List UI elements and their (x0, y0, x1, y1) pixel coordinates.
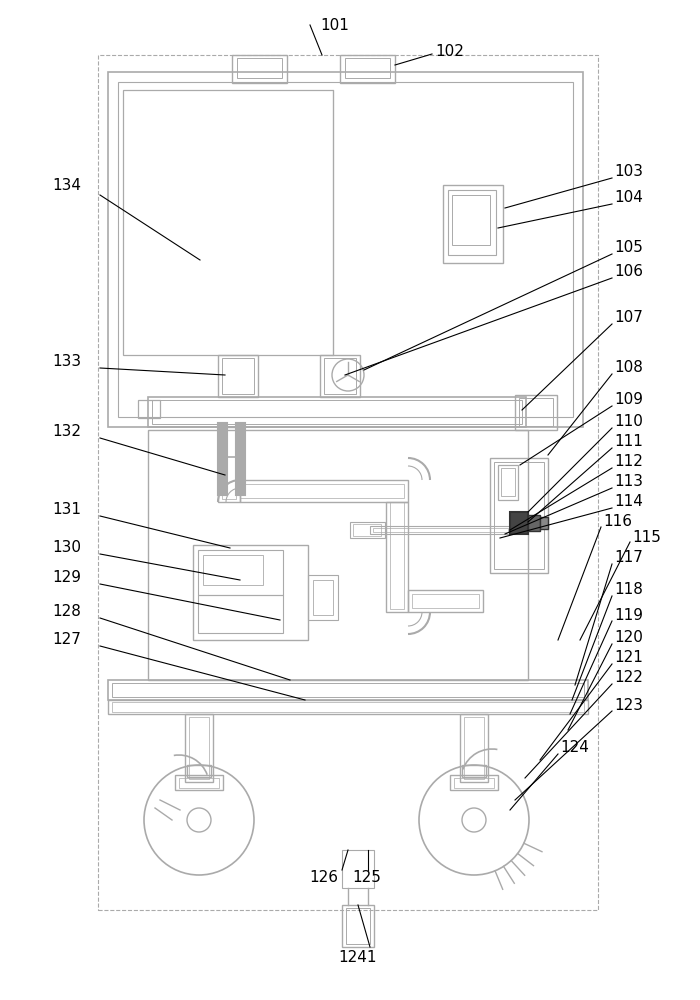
Text: 120: 120 (614, 631, 643, 646)
Text: 103: 103 (614, 164, 643, 180)
Bar (448, 190, 496, 255)
Text: 114: 114 (614, 494, 643, 510)
Bar (108, 700, 588, 714)
Bar (112, 683, 584, 697)
Text: 115: 115 (632, 530, 661, 546)
Bar (515, 395, 557, 430)
Text: 128: 128 (52, 604, 81, 619)
Bar (193, 545, 308, 640)
Text: 133: 133 (52, 355, 81, 369)
Text: 125: 125 (352, 870, 381, 886)
Bar (519, 398, 553, 426)
Bar (152, 400, 522, 424)
Bar (218, 355, 258, 397)
Text: 119: 119 (614, 607, 643, 622)
Text: 102: 102 (435, 44, 464, 60)
Text: 107: 107 (614, 310, 643, 326)
Bar (450, 775, 498, 790)
Text: 116: 116 (603, 514, 632, 530)
Text: 121: 121 (614, 650, 643, 666)
Bar (203, 555, 263, 585)
Bar (510, 512, 528, 534)
Text: 129: 129 (52, 570, 81, 585)
Bar (462, 765, 486, 777)
Text: 127: 127 (52, 633, 81, 648)
Bar (198, 595, 283, 633)
Bar (452, 195, 490, 245)
Bar (118, 82, 573, 417)
Text: 122: 122 (614, 670, 643, 686)
Bar (198, 550, 283, 595)
Bar (240, 480, 408, 502)
Bar (460, 714, 488, 782)
Bar (540, 517, 548, 529)
Bar (464, 717, 484, 779)
Bar (237, 58, 282, 78)
Text: 110: 110 (614, 414, 643, 430)
Bar (373, 528, 508, 532)
Bar (175, 775, 223, 790)
Bar (386, 502, 408, 612)
Bar (112, 702, 584, 712)
Bar (240, 484, 404, 498)
Bar (454, 778, 494, 788)
Bar (501, 468, 515, 496)
Bar (98, 55, 598, 910)
Bar (148, 397, 526, 427)
Bar (346, 908, 370, 944)
Text: 109: 109 (614, 392, 643, 408)
Bar (179, 778, 219, 788)
Text: 112: 112 (614, 454, 643, 470)
Text: 111: 111 (614, 434, 643, 450)
Text: 104: 104 (614, 190, 643, 206)
Bar (408, 590, 483, 612)
Bar (222, 358, 254, 394)
Bar (494, 462, 544, 569)
Bar (320, 355, 360, 397)
Text: 123: 123 (614, 698, 643, 712)
Bar (390, 502, 404, 609)
Bar (187, 765, 211, 777)
Bar (218, 427, 240, 502)
Bar (353, 524, 381, 536)
Text: 108: 108 (614, 360, 643, 375)
Text: 124: 124 (560, 740, 589, 756)
Text: 113: 113 (614, 475, 643, 489)
Text: 1241: 1241 (339, 950, 377, 966)
Text: 101: 101 (321, 17, 349, 32)
Text: 106: 106 (614, 264, 643, 279)
Bar (222, 427, 236, 499)
Bar (138, 400, 160, 418)
Bar (108, 72, 583, 427)
Bar (108, 680, 588, 700)
Bar (528, 515, 540, 531)
Bar (189, 717, 209, 779)
Bar (342, 850, 374, 888)
Text: 117: 117 (614, 550, 643, 566)
Bar (342, 905, 374, 947)
Bar (443, 185, 503, 263)
Bar (123, 90, 333, 355)
Bar (490, 458, 548, 573)
Bar (370, 526, 510, 534)
Text: 105: 105 (614, 240, 643, 255)
Bar (498, 465, 518, 500)
Bar (232, 55, 287, 83)
Text: 130: 130 (52, 540, 81, 556)
Bar (148, 430, 528, 680)
Text: 118: 118 (614, 582, 643, 597)
Bar (313, 580, 333, 615)
Bar (185, 714, 213, 782)
Text: 126: 126 (309, 870, 338, 886)
Bar (308, 575, 338, 620)
Bar (324, 358, 356, 394)
Text: 131: 131 (52, 502, 81, 518)
Bar (218, 427, 240, 457)
Text: 134: 134 (52, 178, 81, 192)
Bar (412, 594, 479, 608)
Bar (345, 58, 390, 78)
Bar (340, 55, 395, 83)
Bar (350, 522, 385, 538)
Text: 132: 132 (52, 424, 81, 440)
